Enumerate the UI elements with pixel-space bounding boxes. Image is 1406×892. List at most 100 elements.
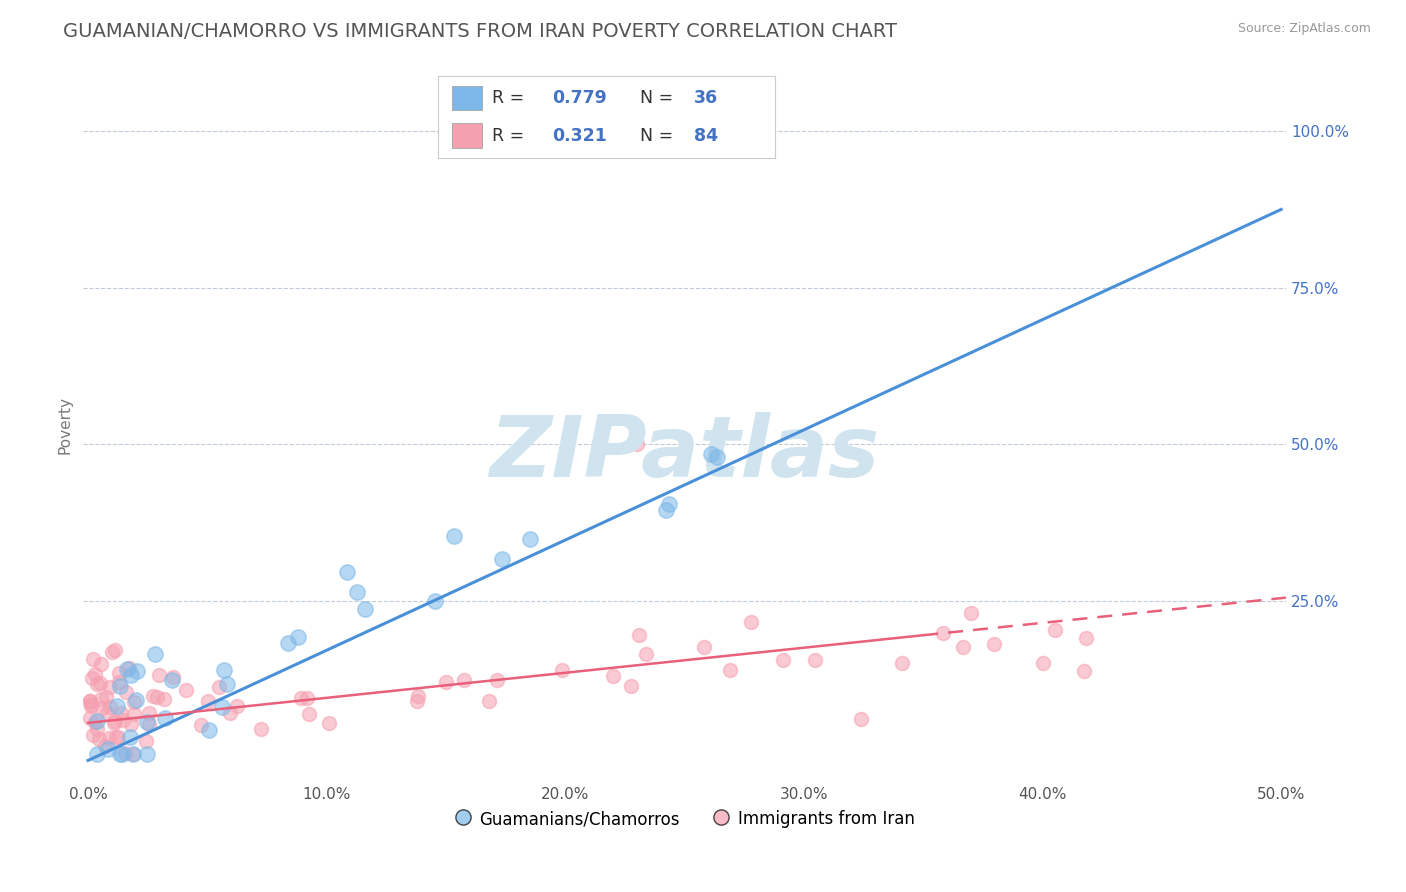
Point (1073, 664, 1095, 678)
Y-axis label: Poverty: Poverty (58, 396, 72, 454)
Point (162, 673, 184, 688)
Point (190, 717, 212, 731)
Point (87, 731, 110, 746)
Point (434, 675, 457, 690)
Point (718, 663, 741, 677)
Point (197, 694, 219, 708)
Point (491, 552, 513, 566)
Point (86, 714, 108, 728)
Point (287, 631, 309, 645)
Point (89, 676, 111, 690)
Point (634, 647, 657, 661)
Point (1032, 656, 1054, 670)
Point (277, 635, 299, 649)
Point (82, 728, 104, 742)
Point (772, 652, 794, 666)
Point (513, 124, 536, 138)
Point (1076, 631, 1098, 645)
Point (96, 706, 118, 720)
Point (80, 698, 103, 712)
Point (124, 692, 146, 706)
Point (138, 706, 160, 720)
Point (79, 694, 101, 708)
Point (211, 699, 233, 714)
Point (122, 707, 145, 722)
Point (217, 677, 239, 691)
Point (135, 747, 157, 761)
Point (104, 714, 127, 729)
Point (108, 665, 131, 680)
Point (91, 701, 114, 715)
Point (551, 664, 574, 678)
Point (101, 645, 124, 659)
Point (219, 706, 242, 721)
Text: ZIPatlas: ZIPatlas (489, 412, 880, 495)
Point (79, 711, 101, 725)
Point (110, 679, 132, 693)
Point (983, 637, 1005, 651)
Point (80, 699, 103, 714)
Point (740, 615, 762, 630)
Point (318, 715, 340, 730)
Point (519, 532, 541, 546)
Point (125, 664, 148, 678)
Point (107, 730, 129, 744)
Point (658, 497, 681, 511)
Point (406, 694, 429, 708)
Point (290, 691, 312, 706)
Point (110, 706, 132, 721)
Point (152, 691, 174, 706)
Point (122, 747, 145, 761)
Point (627, 628, 650, 642)
Point (114, 746, 136, 760)
Point (122, 695, 145, 709)
Point (250, 723, 273, 737)
Point (486, 673, 509, 688)
Point (98, 680, 121, 694)
Point (115, 662, 138, 676)
Point (952, 640, 974, 654)
Point (1043, 624, 1066, 638)
Point (135, 714, 157, 729)
Point (82, 651, 104, 665)
Point (700, 447, 723, 461)
Point (120, 717, 142, 731)
Point (212, 663, 235, 677)
Point (143, 647, 166, 661)
Point (620, 679, 643, 693)
Point (135, 733, 157, 747)
Point (849, 712, 872, 726)
Point (298, 707, 321, 722)
Point (104, 731, 127, 745)
Point (120, 667, 142, 681)
Point (804, 653, 827, 667)
Point (226, 698, 249, 713)
Point (425, 593, 447, 607)
Point (655, 502, 678, 516)
Legend: Guamanians/Chamorros, Immigrants from Iran: Guamanians/Chamorros, Immigrants from Ir… (447, 804, 922, 835)
Point (94, 739, 117, 753)
Point (162, 670, 184, 684)
Point (86, 722, 108, 736)
Point (98, 731, 121, 745)
Point (960, 607, 983, 621)
Point (153, 710, 176, 724)
Point (146, 690, 169, 704)
Point (626, 437, 648, 451)
Point (79, 694, 101, 708)
Text: Source: ZipAtlas.com: Source: ZipAtlas.com (1237, 22, 1371, 36)
Point (142, 689, 165, 703)
Point (336, 566, 359, 580)
Point (138, 716, 160, 731)
Point (103, 716, 125, 731)
Point (115, 685, 138, 699)
Point (84, 714, 107, 729)
Point (354, 602, 377, 616)
Point (706, 450, 728, 464)
Point (108, 675, 131, 690)
Point (111, 747, 134, 761)
Point (406, 690, 429, 704)
Point (118, 661, 141, 675)
Point (96, 690, 118, 704)
Point (443, 529, 465, 543)
